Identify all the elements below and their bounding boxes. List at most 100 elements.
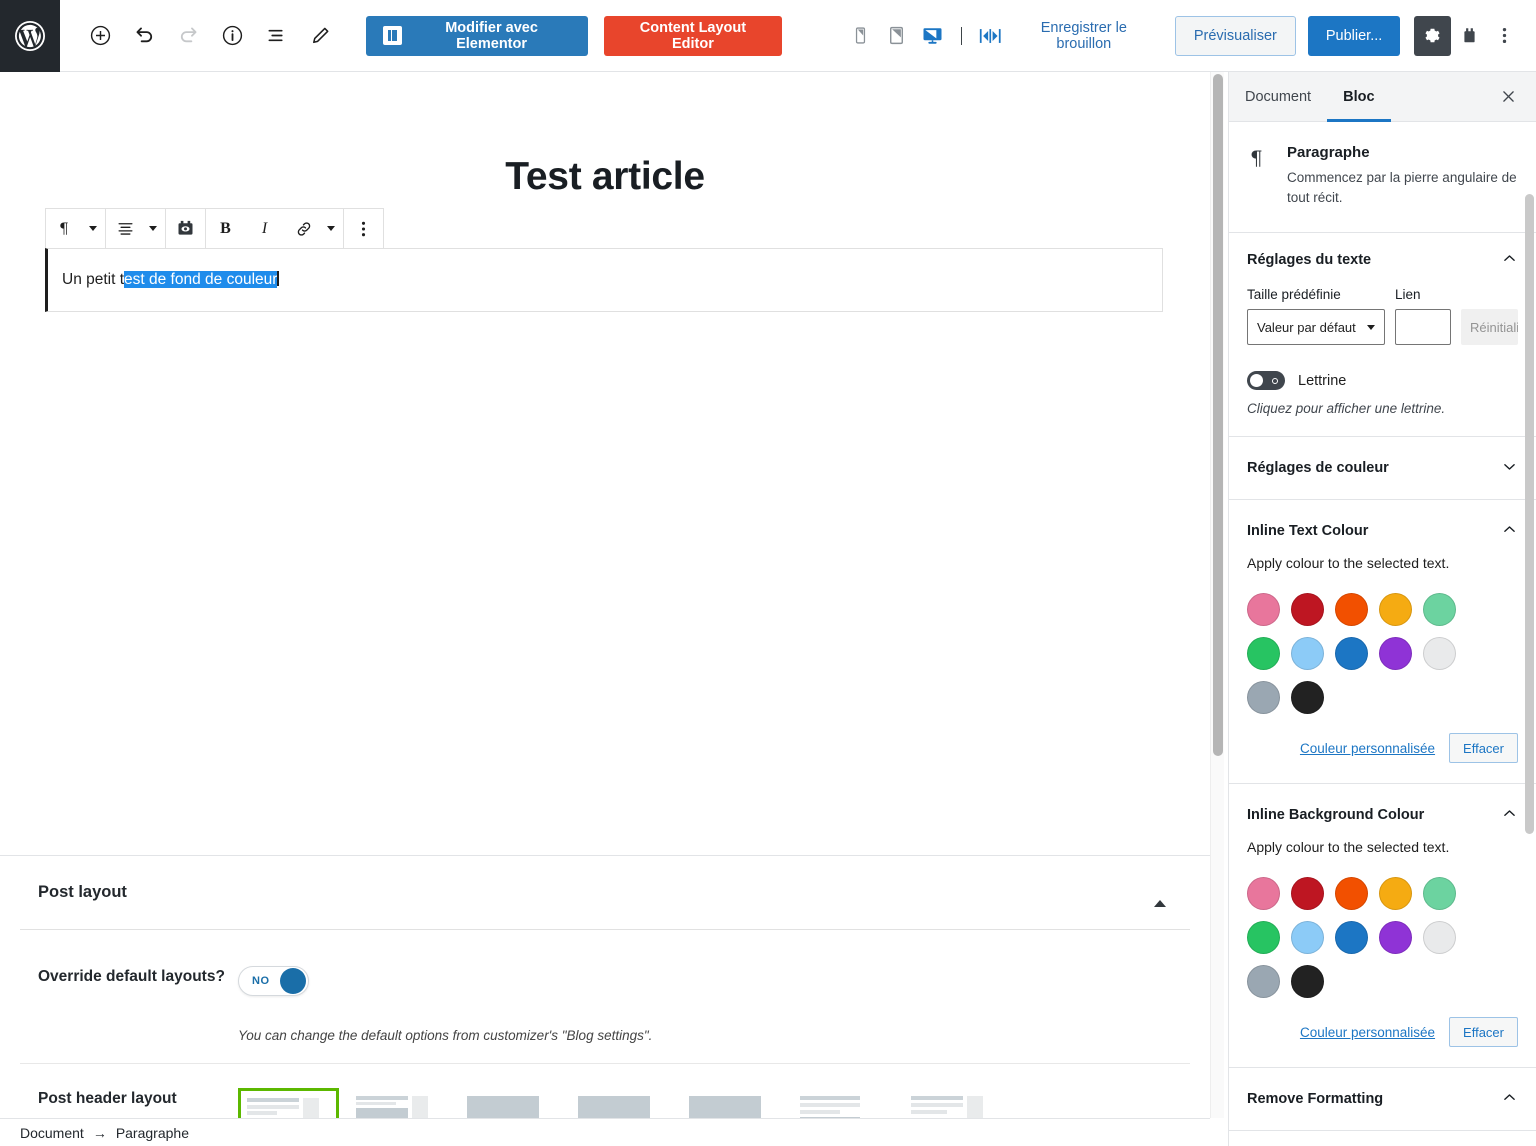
colour-swatch[interactable] [1247, 921, 1280, 954]
breadcrumb-document[interactable]: Document [20, 1124, 84, 1141]
layout-thumbnail[interactable]: POST FORMAT 6 [682, 1088, 783, 1118]
block-type-chevron-down-icon[interactable] [85, 209, 101, 248]
layout-thumbnail[interactable]: POST FORMAT 4 [904, 1088, 1005, 1118]
post-header-layout-label: Post header layout [38, 1090, 177, 1107]
layout-block [412, 1096, 428, 1118]
colour-swatch[interactable] [1423, 593, 1456, 626]
canvas-scrollbar[interactable] [1210, 72, 1224, 1118]
colour-swatch[interactable] [1247, 681, 1280, 714]
colour-swatch[interactable] [1379, 637, 1412, 670]
preset-size-select[interactable]: Valeur par défaut [1247, 309, 1385, 345]
paragraph-icon: ¶ [1247, 144, 1273, 208]
layout-thumbnail[interactable]: WITH SIDEBAR [349, 1088, 450, 1118]
link-icon[interactable] [284, 209, 323, 248]
paragraph-icon[interactable]: ¶ [46, 209, 85, 248]
link-size-input[interactable] [1395, 309, 1451, 345]
reset-button[interactable]: Réinitialiser [1461, 309, 1518, 345]
colour-swatch[interactable] [1291, 681, 1324, 714]
colour-swatch[interactable] [1335, 921, 1368, 954]
color-settings-header[interactable]: Réglages de couleur [1229, 437, 1536, 499]
paragraph-content[interactable]: Un petit test de fond de couleur [48, 271, 279, 289]
clear-colour-button[interactable]: Effacer [1449, 1017, 1518, 1047]
breadcrumb-block[interactable]: Paragraphe [115, 1124, 189, 1141]
layout-thumbnail-preview [461, 1089, 560, 1118]
edit-with-elementor-button[interactable]: Modifier avec Elementor [366, 15, 589, 56]
colour-swatch[interactable] [1291, 637, 1324, 670]
remove-formatting-header[interactable]: Remove Formatting [1229, 1068, 1536, 1130]
colour-swatch[interactable] [1379, 877, 1412, 910]
colour-swatch[interactable] [1247, 877, 1280, 910]
block-options-more-vertical-icon[interactable] [344, 209, 383, 248]
text-settings-body: Taille prédéfinie Valeur par défaut Lien… [1229, 287, 1536, 436]
colour-swatch[interactable] [1379, 921, 1412, 954]
add-block-icon[interactable] [78, 14, 122, 58]
inline-text-colour-header[interactable]: Inline Text Colour [1229, 500, 1536, 555]
collapse-icon[interactable] [973, 19, 1007, 53]
more-rich-text-chevron-down-icon[interactable] [323, 209, 339, 248]
triangle-up-icon[interactable] [1148, 879, 1172, 907]
wordpress-logo-icon[interactable] [0, 0, 60, 72]
custom-colour-link[interactable]: Couleur personnalisée [1299, 740, 1436, 756]
colour-swatch[interactable] [1247, 637, 1280, 670]
sidebar-scrollbar-thumb[interactable] [1525, 194, 1534, 834]
content-layout-editor-button[interactable]: Content Layout Editor [604, 15, 782, 56]
dropcap-toggle[interactable] [1247, 371, 1285, 390]
close-icon[interactable] [1486, 75, 1530, 119]
pencil-icon[interactable] [298, 14, 342, 58]
tablet-icon[interactable] [880, 19, 914, 53]
post-layout-header[interactable]: Post layout [20, 856, 1190, 930]
plugin-icon[interactable] [1451, 16, 1486, 56]
colour-swatch[interactable] [1335, 637, 1368, 670]
colour-swatch[interactable] [1379, 593, 1412, 626]
colour-swatch[interactable] [1423, 921, 1456, 954]
colour-swatch[interactable] [1247, 965, 1280, 998]
colour-swatch[interactable] [1247, 593, 1280, 626]
layout-thumbnail[interactable]: POST FORMAT 5 [571, 1088, 672, 1118]
layout-thumbnail[interactable]: POST FORMAT 2 [460, 1088, 561, 1118]
gear-icon[interactable] [1414, 15, 1452, 56]
more-vertical-icon[interactable] [1487, 16, 1522, 56]
colour-swatch[interactable] [1291, 593, 1324, 626]
layout-block [467, 1096, 539, 1118]
layout-thumbnail[interactable]: POST FORMAT 7 [793, 1088, 894, 1118]
publish-button[interactable]: Publier... [1307, 15, 1401, 56]
align-icon[interactable] [106, 209, 145, 248]
italic-button[interactable]: I [245, 209, 284, 248]
color-settings-section: Réglages de couleur [1229, 437, 1536, 500]
colour-swatch[interactable] [1335, 877, 1368, 910]
tab-bloc[interactable]: Bloc [1327, 72, 1390, 122]
colour-swatch[interactable] [1423, 637, 1456, 670]
bold-button[interactable]: B [206, 209, 245, 248]
colour-swatch[interactable] [1291, 921, 1324, 954]
tab-document[interactable]: Document [1229, 72, 1327, 122]
inline-background-colour-header[interactable]: Inline Background Colour [1229, 784, 1536, 839]
custom-colour-link[interactable]: Couleur personnalisée [1299, 1024, 1436, 1040]
preview-button[interactable]: Prévisualiser [1174, 15, 1296, 56]
layout-block [356, 1108, 408, 1118]
mobile-icon[interactable] [844, 19, 878, 53]
list-view-icon[interactable] [254, 14, 298, 58]
layout-thumbnail[interactable]: POST FORMAT 1✓ [238, 1088, 339, 1118]
page-title[interactable]: Test article [505, 155, 705, 198]
colour-swatch[interactable] [1335, 593, 1368, 626]
highlight-eye-icon[interactable] [166, 209, 205, 248]
text-settings-header[interactable]: Réglages du texte [1229, 233, 1536, 287]
canvas-scrollbar-thumb[interactable] [1213, 74, 1223, 756]
desktop-icon[interactable] [916, 19, 950, 53]
paragraph-block[interactable]: Un petit test de fond de couleur [45, 248, 1163, 312]
sidebar-scrollbar[interactable] [1525, 194, 1534, 1114]
block-card-title: Paragraphe [1287, 144, 1370, 161]
info-icon[interactable] [210, 14, 254, 58]
redo-icon[interactable] [166, 14, 210, 58]
layout-block [247, 1105, 299, 1109]
sidebar-tabs: Document Bloc [1229, 72, 1536, 122]
layout-block [911, 1096, 963, 1100]
clear-colour-button[interactable]: Effacer [1449, 733, 1518, 763]
colour-swatch[interactable] [1291, 965, 1324, 998]
align-chevron-down-icon[interactable] [145, 209, 161, 248]
colour-swatch[interactable] [1291, 877, 1324, 910]
colour-swatch[interactable] [1423, 877, 1456, 910]
undo-icon[interactable] [122, 14, 166, 58]
save-draft-button[interactable]: Enregistrer le brouillon [1007, 14, 1161, 58]
override-default-layouts-toggle[interactable]: NO [238, 966, 309, 996]
